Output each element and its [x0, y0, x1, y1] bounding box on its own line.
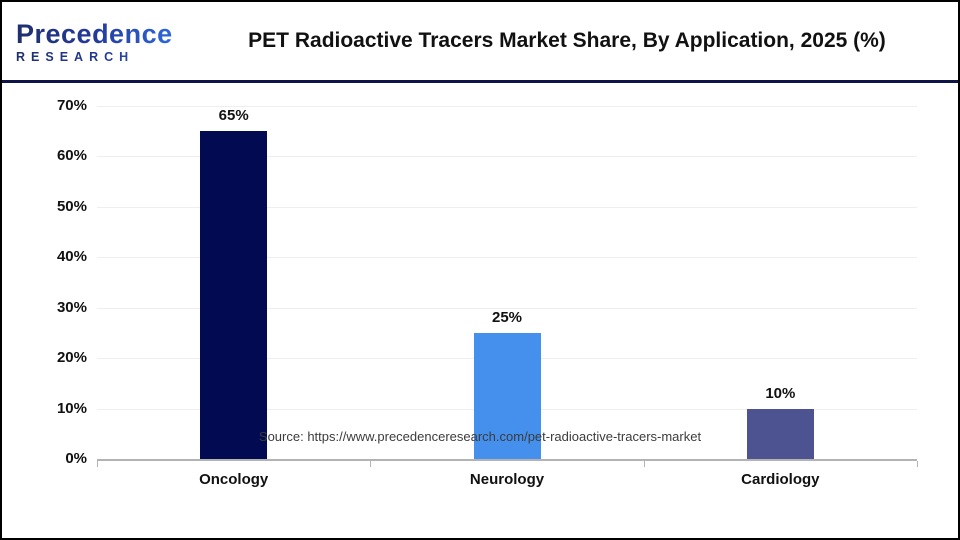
header: Precedence RESEARCH PET Radioactive Trac…	[2, 2, 958, 80]
y-axis-tick-label: 20%	[56, 349, 87, 367]
header-divider	[2, 80, 958, 83]
bar-neurology	[473, 332, 541, 459]
chart-title: PET Radioactive Tracers Market Share, By…	[248, 28, 886, 52]
x-axis-category-label: Cardiology	[741, 471, 820, 488]
x-axis-category-label: Oncology	[199, 471, 269, 488]
x-axis-tick	[370, 461, 372, 467]
title-area: PET Radioactive Tracers Market Share, By…	[186, 25, 948, 58]
logo-wordmark: Precedence	[16, 20, 186, 49]
gridline	[97, 156, 917, 158]
bar-oncology	[200, 131, 268, 459]
y-axis-tick-label: 40%	[56, 248, 87, 266]
source-text: Source: https://www.precedenceresearch.c…	[258, 429, 702, 444]
precedence-research-logo: Precedence RESEARCH	[16, 18, 186, 64]
gridline	[97, 257, 917, 259]
bar-cardiology	[746, 408, 814, 459]
logo-subtitle: RESEARCH	[16, 50, 186, 64]
y-axis-tick-label: 50%	[56, 197, 87, 215]
x-axis-line	[97, 459, 917, 461]
y-axis-tick-label: 30%	[56, 298, 87, 316]
gridline	[97, 206, 917, 208]
y-axis-tick-label: 70%	[56, 97, 87, 114]
gridline	[97, 106, 917, 107]
bar-value-label: 25%	[491, 308, 523, 326]
x-axis-tick	[97, 461, 98, 467]
y-axis-tick-label: 60%	[56, 147, 87, 165]
y-axis-tick-label: 0%	[65, 450, 87, 467]
x-axis-tick	[917, 461, 918, 467]
bar-chart: 0% 10% 20% 30% 40% 50% 60% 70% 65% Oncology 25% Neu…	[2, 83, 958, 509]
gridline	[97, 307, 917, 309]
y-axis-tick-label: 10%	[56, 399, 87, 417]
x-axis-category-label: Neurology	[469, 471, 545, 488]
x-axis-tick	[643, 461, 645, 467]
bar-value-label: 65%	[218, 107, 249, 125]
bar-value-label: 10%	[765, 384, 796, 402]
